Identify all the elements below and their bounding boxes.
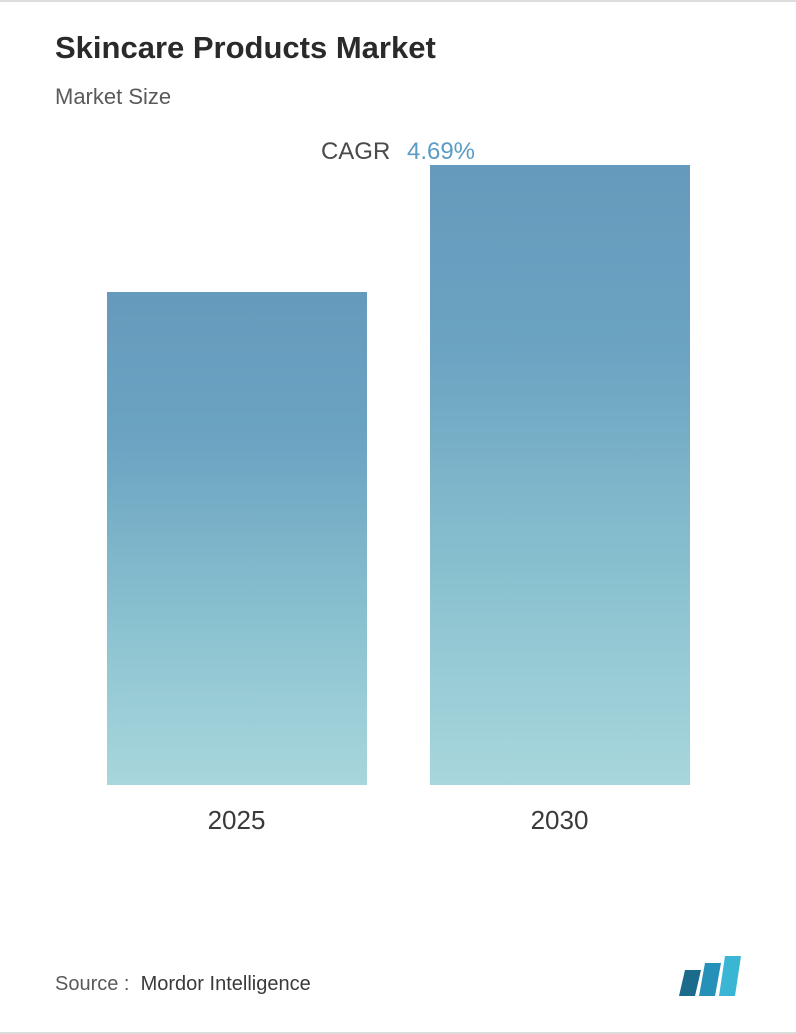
chart-subtitle: Market Size [55, 84, 741, 110]
chart-area: 2025 2030 [55, 216, 741, 856]
source-name-text: Mordor Intelligence [141, 973, 311, 995]
bar-label-2030: 2030 [531, 805, 589, 836]
bar-group-0: 2025 [91, 292, 382, 836]
cagr-value: 4.69% [407, 138, 475, 165]
cagr-row: CAGR 4.69% [55, 138, 741, 166]
bar-label-2025: 2025 [208, 805, 266, 836]
cagr-label: CAGR [321, 138, 390, 165]
logo-svg [679, 956, 741, 996]
source-prefix: Source : [55, 973, 129, 995]
footer: Source : Mordor Intelligence [55, 956, 741, 996]
bars-container: 2025 2030 [55, 216, 741, 836]
source-line: Source : Mordor Intelligence [55, 973, 311, 996]
bar-2025 [107, 292, 367, 785]
bar-2030 [430, 165, 690, 785]
chart-container: Skincare Products Market Market Size CAG… [0, 0, 796, 1034]
mordor-logo-icon [679, 956, 741, 996]
bar-group-1: 2030 [414, 165, 705, 836]
chart-title: Skincare Products Market [55, 30, 741, 66]
